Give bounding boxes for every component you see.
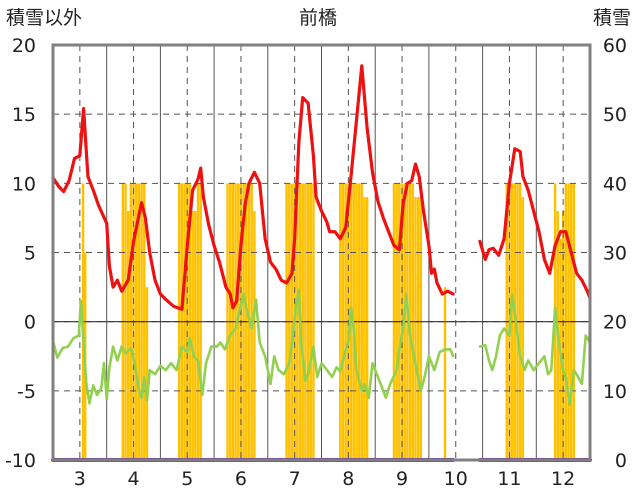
snow-bar <box>191 211 194 460</box>
snow-bar <box>145 287 149 460</box>
left-axis-label: 積雪以外 <box>6 7 82 29</box>
red-series-line <box>51 64 455 311</box>
x-tick-label: 6 <box>235 468 247 490</box>
green-series-line <box>478 292 592 407</box>
x-tick-label: 9 <box>396 468 408 490</box>
left-tick-label: 5 <box>24 243 36 265</box>
right-tick-label: 60 <box>603 35 627 57</box>
snow-bar <box>414 197 417 460</box>
right-axis-label: 積雪 <box>593 7 631 29</box>
right-tick-label: 50 <box>603 104 627 126</box>
right-tick-label: 0 <box>615 450 627 472</box>
left-tick-label: 20 <box>12 35 36 57</box>
left-tick-label: 0 <box>24 312 36 334</box>
x-tick-label: 12 <box>551 468 575 490</box>
right-tick-label: 40 <box>603 173 627 195</box>
chart-title: 前橋 <box>299 7 337 29</box>
right-tick-label: 20 <box>603 312 627 334</box>
x-tick-label: 4 <box>128 468 140 490</box>
x-tick-label: 7 <box>289 468 301 490</box>
left-tick-label: -5 <box>17 381 36 403</box>
plot-area: -10 -5 0 5 10 15 20 0 10 20 30 40 50 60 3 4 5 6 7 8 9 10 11 12 <box>5 35 627 490</box>
x-tick-label: 5 <box>181 468 193 490</box>
snow-bar <box>365 197 369 460</box>
red-series-line <box>478 147 592 300</box>
snow-bar <box>419 197 423 460</box>
snow-bar <box>521 197 525 460</box>
x-tick-label: 10 <box>444 468 468 490</box>
left-tick-label: 15 <box>12 104 36 126</box>
snow-bar <box>416 197 420 460</box>
snow-bar <box>363 197 366 460</box>
left-tick-label: -10 <box>5 450 36 472</box>
snow-bar <box>126 211 130 460</box>
right-tick-label: 30 <box>603 243 627 265</box>
x-tick-label: 3 <box>74 468 86 490</box>
right-tick-label: 10 <box>603 381 627 403</box>
x-tick-label: 8 <box>342 468 354 490</box>
snow-bar <box>253 211 256 460</box>
snow-bar <box>443 287 447 460</box>
x-tick-label: 11 <box>497 468 521 490</box>
left-tick-label: 10 <box>12 173 36 195</box>
green-series-line <box>51 288 455 405</box>
snow-bar <box>194 211 197 460</box>
plot-frame <box>51 43 592 462</box>
